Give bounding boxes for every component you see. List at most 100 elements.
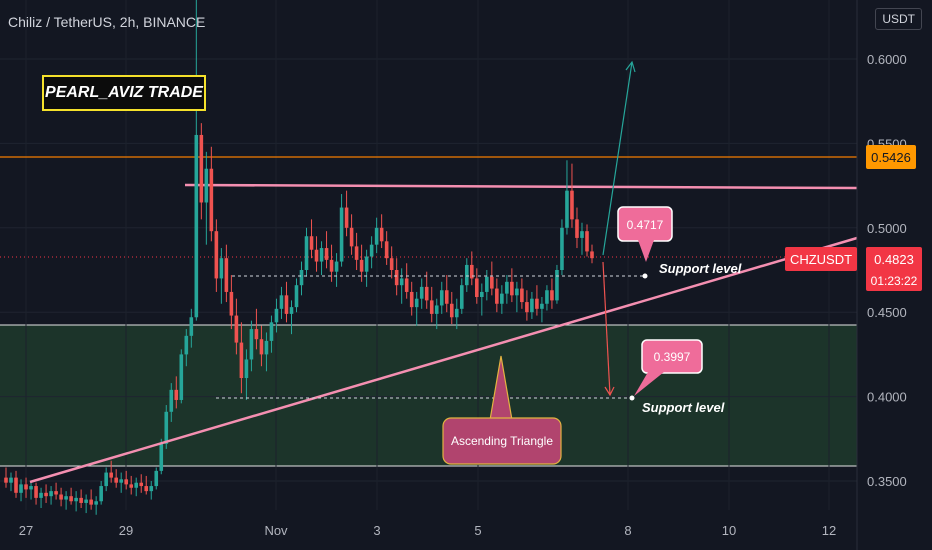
candle-body — [4, 477, 8, 483]
x-tick-label: 12 — [822, 523, 836, 538]
candle-body — [134, 482, 139, 488]
symbol-label: CHZUSDT — [790, 252, 852, 267]
candle-body — [294, 285, 299, 308]
candle-body — [329, 259, 334, 272]
x-tick-label: 8 — [624, 523, 631, 538]
symbol-badge[interactable] — [785, 247, 857, 271]
candle-body — [9, 477, 13, 483]
support-point-lower — [629, 395, 635, 401]
candle-body — [119, 479, 123, 483]
candle-body — [189, 317, 194, 336]
candle-body — [249, 329, 254, 360]
candle-body — [239, 342, 244, 379]
candle-body — [149, 486, 154, 492]
x-axis-ticks: 27 29 Nov 3 5 8 10 12 — [19, 523, 836, 538]
candle-body — [560, 227, 564, 270]
currency-button[interactable]: USDT — [875, 8, 922, 30]
x-tick-label: 5 — [474, 523, 481, 538]
candle-body — [359, 259, 364, 272]
candle-body — [319, 248, 324, 262]
brand-watermark: PEARL_AVIZ TRADE — [42, 75, 206, 111]
candle-body — [540, 303, 544, 309]
candle-body — [44, 492, 48, 497]
candle-body — [154, 470, 159, 487]
x-tick-label: 3 — [373, 523, 380, 538]
candle-body — [79, 497, 83, 503]
candle-body — [429, 300, 434, 314]
candle-body — [204, 168, 209, 203]
candle-body — [34, 486, 38, 498]
candle-body — [139, 482, 144, 487]
candle-body — [510, 281, 514, 296]
triangle-support-trendline — [29, 236, 858, 484]
candle-body — [174, 389, 179, 400]
triangle-top-line — [184, 183, 858, 190]
candle-body — [279, 295, 284, 309]
pattern-callout: Ascending Triangle — [442, 355, 562, 465]
candle-body — [580, 231, 584, 238]
candle-body — [289, 307, 294, 314]
candle-body — [64, 496, 68, 500]
candle-body — [224, 258, 229, 292]
candle-body — [495, 288, 499, 304]
support-point-upper — [642, 273, 648, 279]
candle-body — [274, 308, 279, 323]
candle-body — [74, 497, 78, 502]
candle-body — [179, 354, 184, 400]
candle-body — [585, 231, 589, 252]
candle-body — [324, 248, 329, 260]
candle-body — [169, 389, 174, 412]
candle-body — [229, 291, 234, 316]
candle-body — [199, 134, 204, 203]
candle-body — [490, 276, 494, 289]
callout-target-lower: 0.3997 — [634, 339, 703, 396]
candle-body — [530, 298, 534, 313]
candle-body — [49, 491, 53, 497]
candle-body — [439, 290, 444, 306]
candle-body — [114, 477, 118, 483]
candle-body — [269, 322, 274, 341]
bearish-arrow-head — [604, 386, 615, 397]
pattern-label: Ascending Triangle — [451, 434, 553, 448]
candle-body — [209, 168, 214, 232]
candle-body — [369, 244, 374, 257]
candle-body — [459, 285, 464, 309]
candle-body — [234, 315, 239, 343]
candle-body — [259, 339, 264, 355]
resistance-price-badge — [866, 145, 916, 169]
candle-body — [520, 288, 524, 303]
candle-body — [349, 227, 354, 247]
candle-body — [515, 288, 519, 296]
candles — [4, 0, 594, 515]
bullish-projection-arrow — [602, 61, 633, 256]
candle-body — [299, 270, 304, 286]
candle-body — [254, 329, 259, 340]
candle-body — [374, 227, 379, 245]
candle-body — [419, 286, 424, 299]
candle-countdown: 01:23:22 — [871, 274, 918, 288]
candle-body — [505, 281, 509, 294]
candle-body — [424, 286, 429, 301]
candle-body — [414, 298, 419, 308]
candle-body — [304, 236, 309, 270]
last-price-label: 0.4823 — [874, 252, 914, 267]
candle-body — [159, 443, 164, 471]
candle-body — [334, 261, 339, 272]
support-level-label-upper: Support level — [659, 261, 742, 276]
candle-body — [89, 499, 93, 505]
candle-body — [394, 270, 399, 286]
candle-body — [384, 241, 389, 259]
y-tick-label: 0.4000 — [867, 390, 907, 405]
candle-body — [309, 236, 314, 250]
candle-body — [344, 207, 349, 228]
y-tick-label: 0.3500 — [867, 474, 907, 489]
candle-body — [545, 290, 549, 304]
candle-body — [444, 290, 449, 304]
candle-body — [144, 486, 149, 492]
candle-body — [354, 246, 359, 260]
candle-body — [469, 264, 474, 279]
candle-body — [84, 499, 88, 503]
candle-body — [575, 219, 579, 238]
candle-body — [219, 258, 224, 279]
